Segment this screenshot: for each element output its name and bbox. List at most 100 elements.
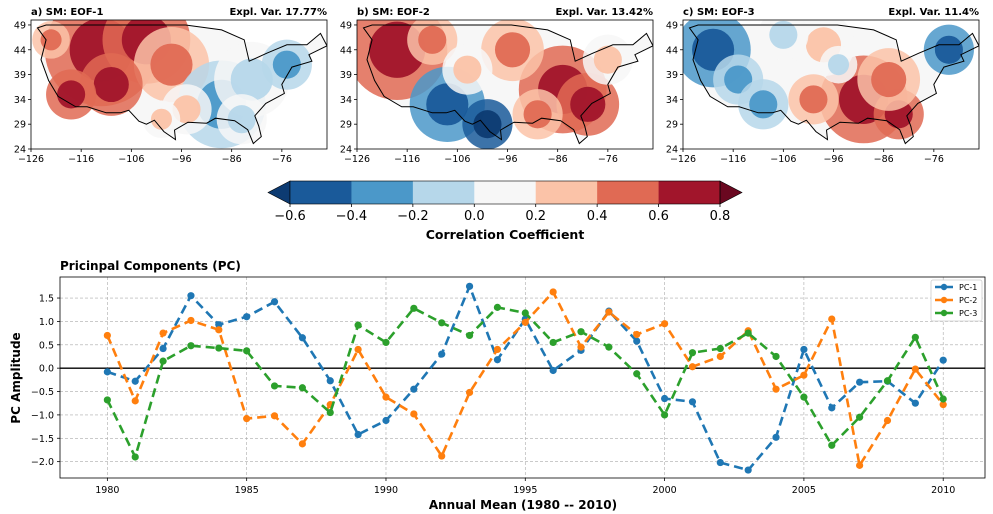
lat-tick-label: 34 — [340, 95, 352, 106]
lat-tick-label: 34 — [666, 95, 678, 106]
data-point — [103, 396, 111, 404]
data-point — [159, 329, 167, 337]
coastline — [36, 24, 327, 145]
data-point — [772, 433, 780, 441]
lon-tick-label: −96 — [171, 154, 191, 165]
x-tick-label: 2010 — [931, 485, 955, 496]
series-pc-3 — [103, 303, 947, 461]
data-point — [883, 377, 892, 385]
field-core — [227, 105, 256, 134]
field-core — [934, 35, 963, 64]
lon-tick-label: −106 — [118, 154, 144, 165]
data-point — [270, 382, 279, 390]
data-point — [605, 308, 613, 316]
data-point — [438, 319, 446, 327]
colorbar-segment — [535, 181, 598, 204]
field-core — [418, 25, 447, 54]
lat-tick-label: 29 — [666, 120, 678, 131]
series-layer — [103, 282, 947, 474]
data-point — [465, 282, 474, 290]
data-point — [270, 298, 279, 306]
data-point — [354, 321, 362, 329]
data-point — [939, 395, 947, 403]
lon-tick-label: −86 — [222, 154, 242, 165]
colorbar-segment — [351, 181, 414, 204]
data-point — [131, 453, 139, 461]
legend: PC-1 PC-2 PC-3 — [930, 279, 983, 322]
lon-tick-label: −96 — [823, 154, 843, 165]
map-field — [357, 20, 653, 149]
x-tick-label: 1990 — [374, 485, 398, 496]
pc-line-chart: 1980 1985 1990 1995 2000 2005 2010 1.5 1.0 0.5 0.0… — [31, 276, 986, 496]
map-frame — [682, 19, 980, 150]
lat-tick-label: 34 — [14, 95, 26, 106]
lon-tick-label: −126 — [344, 154, 370, 165]
data-point — [688, 398, 697, 406]
data-point — [215, 344, 223, 352]
y-tick-label: −2.0 — [31, 457, 54, 468]
colorbar-segment — [474, 181, 537, 204]
y-tick-label: 0.0 — [39, 364, 54, 375]
legend-label: PC-3 — [959, 309, 977, 318]
coastline — [362, 24, 653, 145]
map-panel-3: c) SM: EOF-3 Expl. Var. 11.4% 49 44 39 34 29 24… — [666, 7, 980, 165]
field-core — [150, 43, 193, 86]
data-point — [633, 330, 641, 339]
field-core — [57, 80, 86, 109]
data-point — [939, 356, 947, 364]
data-point — [660, 320, 669, 328]
field-core — [494, 32, 531, 68]
legend-marker — [940, 296, 948, 304]
data-point — [270, 412, 279, 420]
data-point — [215, 326, 223, 334]
data-point — [939, 401, 947, 409]
map-field — [32, 20, 327, 149]
lon-tick-label: −116 — [720, 154, 746, 165]
data-point — [911, 365, 919, 373]
lat-tick-label: 29 — [340, 120, 352, 131]
data-point — [716, 352, 724, 361]
field-core — [799, 85, 828, 114]
field-core — [40, 29, 62, 51]
data-point — [298, 334, 306, 342]
field-core — [426, 83, 469, 126]
lon-tick-label: −116 — [68, 154, 94, 165]
data-point — [549, 288, 557, 296]
data-point — [354, 345, 362, 354]
field-core — [749, 90, 778, 119]
map-field — [683, 20, 979, 145]
y-tick-label: −0.5 — [31, 387, 54, 398]
data-point — [577, 343, 585, 351]
lon-tick-label: −96 — [497, 154, 517, 165]
data-point — [856, 378, 864, 386]
data-point — [243, 415, 251, 423]
data-point — [410, 304, 418, 312]
data-point — [493, 356, 502, 364]
x-tick-label: 1995 — [513, 485, 537, 496]
data-point — [660, 411, 669, 419]
map-title: b) SM: EOF-2 — [357, 7, 430, 18]
map-explained-variance: Expl. Var. 11.4% — [888, 7, 979, 18]
field-core — [473, 110, 502, 139]
data-point — [688, 363, 697, 371]
y-tick-label: −1.0 — [31, 410, 54, 421]
data-point — [382, 393, 390, 401]
data-point — [159, 344, 167, 353]
data-point — [633, 337, 641, 345]
field-core — [593, 45, 622, 74]
eof-maps: a) SM: EOF-1 Expl. Var. 17.77% 49 44 39 34 29 2… — [14, 7, 980, 165]
lon-tick-label: −76 — [598, 154, 618, 165]
lon-tick-label: −86 — [548, 154, 568, 165]
colorbar-extend-min — [267, 180, 291, 205]
colorbar-tick-label: 0.0 — [464, 209, 485, 224]
field-core — [769, 20, 798, 49]
x-tick-label: 2005 — [792, 485, 816, 496]
colorbar-segment — [658, 181, 721, 204]
field-core — [272, 50, 301, 79]
lon-tick-label: −106 — [444, 154, 470, 165]
field-core — [871, 61, 907, 98]
data-point — [103, 331, 111, 340]
lat-tick-label: 29 — [14, 120, 26, 131]
lat-tick-label: 39 — [14, 70, 26, 81]
field-core — [453, 55, 482, 84]
